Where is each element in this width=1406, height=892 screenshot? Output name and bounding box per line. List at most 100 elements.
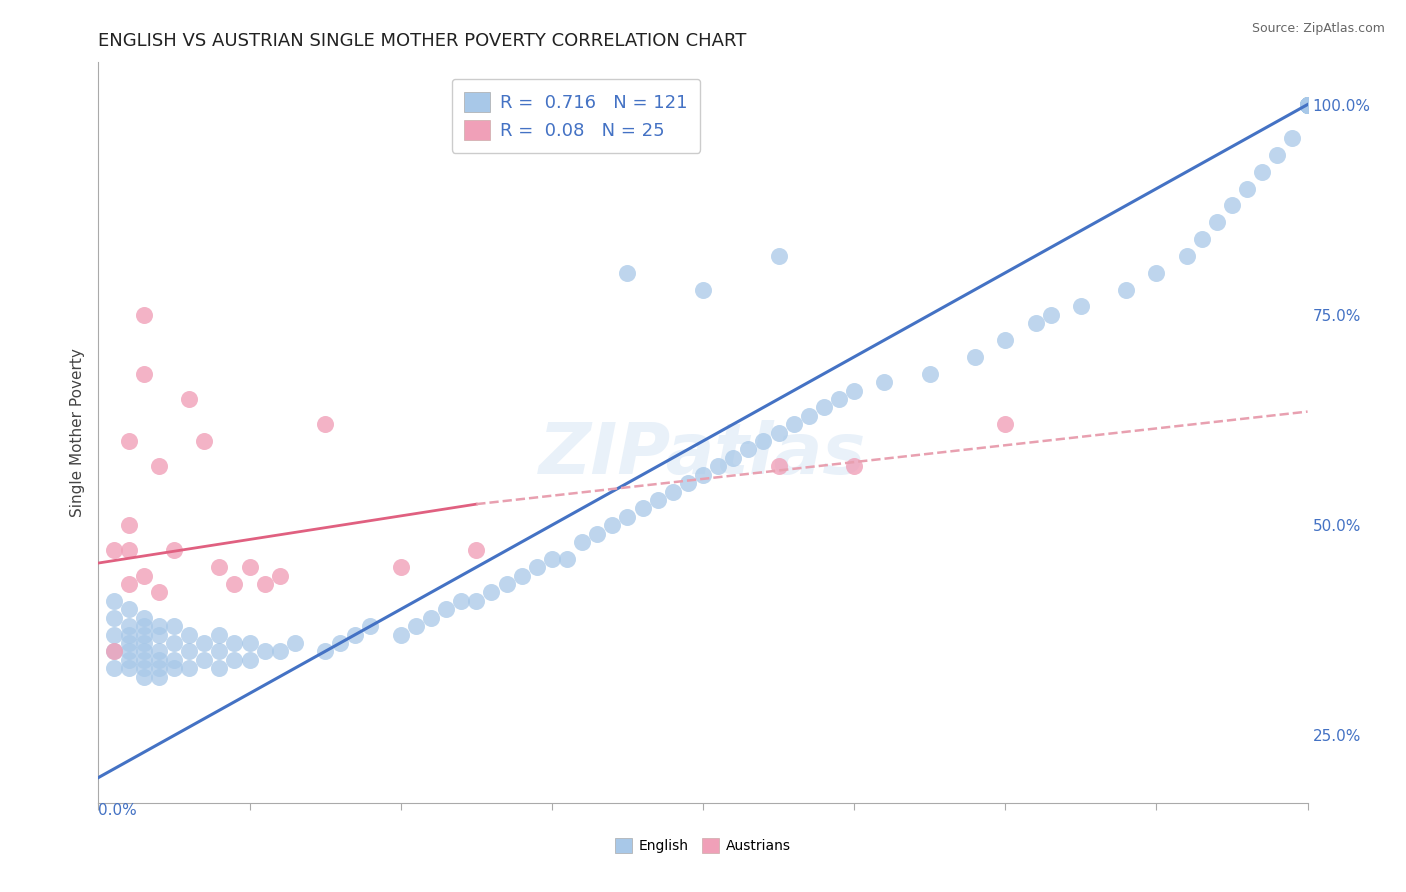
Point — [118, 518, 141, 533]
Point — [828, 392, 851, 406]
Point — [163, 661, 186, 675]
Point — [314, 644, 336, 658]
Point — [253, 577, 276, 591]
Point — [148, 644, 170, 658]
Point — [179, 627, 201, 641]
Point — [1175, 249, 1198, 263]
Point — [571, 535, 593, 549]
Point — [132, 619, 155, 633]
Point — [1144, 266, 1167, 280]
Point — [103, 644, 125, 658]
Point — [768, 459, 790, 474]
Point — [163, 543, 186, 558]
Point — [132, 568, 155, 582]
Point — [224, 577, 246, 591]
Point — [208, 661, 231, 675]
Point — [148, 619, 170, 633]
Point — [179, 392, 201, 406]
Point — [118, 619, 141, 633]
Point — [148, 627, 170, 641]
Point — [132, 661, 155, 675]
Point — [269, 644, 291, 658]
Point — [208, 627, 231, 641]
Point — [163, 653, 186, 667]
Point — [360, 619, 382, 633]
Point — [148, 459, 170, 474]
Point — [193, 636, 215, 650]
Point — [813, 401, 835, 415]
Point — [1296, 97, 1319, 112]
Point — [1039, 308, 1062, 322]
Point — [118, 644, 141, 658]
Point — [1296, 97, 1319, 112]
Point — [873, 375, 896, 389]
Point — [314, 417, 336, 432]
Point — [434, 602, 457, 616]
Point — [631, 501, 654, 516]
Point — [1236, 181, 1258, 195]
Point — [1191, 232, 1213, 246]
Point — [132, 653, 155, 667]
Point — [118, 627, 141, 641]
Point — [103, 627, 125, 641]
Point — [284, 636, 307, 650]
Point — [586, 526, 609, 541]
Point — [661, 484, 683, 499]
Point — [555, 551, 578, 566]
Point — [148, 670, 170, 684]
Point — [103, 543, 125, 558]
Point — [797, 409, 820, 423]
Point — [132, 610, 155, 624]
Point — [1296, 97, 1319, 112]
Point — [707, 459, 730, 474]
Point — [208, 560, 231, 574]
Point — [1296, 97, 1319, 112]
Point — [1251, 165, 1274, 179]
Point — [1296, 97, 1319, 112]
Point — [1267, 148, 1289, 162]
Point — [253, 644, 276, 658]
Legend: English, Austrians: English, Austrians — [609, 833, 797, 859]
Point — [1296, 97, 1319, 112]
Point — [965, 350, 987, 364]
Y-axis label: Single Mother Poverty: Single Mother Poverty — [69, 348, 84, 517]
Point — [752, 434, 775, 448]
Point — [540, 551, 562, 566]
Point — [389, 560, 412, 574]
Point — [132, 627, 155, 641]
Point — [224, 653, 246, 667]
Point — [783, 417, 806, 432]
Point — [1296, 97, 1319, 112]
Point — [329, 636, 352, 650]
Point — [1296, 97, 1319, 112]
Point — [132, 644, 155, 658]
Point — [510, 568, 533, 582]
Point — [132, 308, 155, 322]
Point — [193, 653, 215, 667]
Point — [616, 266, 638, 280]
Point — [1281, 131, 1303, 145]
Point — [269, 568, 291, 582]
Point — [723, 450, 745, 465]
Point — [918, 367, 941, 381]
Point — [526, 560, 548, 574]
Point — [465, 543, 488, 558]
Point — [1296, 97, 1319, 112]
Point — [389, 627, 412, 641]
Point — [224, 636, 246, 650]
Point — [1296, 97, 1319, 112]
Point — [676, 476, 699, 491]
Point — [692, 283, 714, 297]
Point — [118, 653, 141, 667]
Point — [179, 661, 201, 675]
Point — [239, 653, 262, 667]
Point — [1296, 97, 1319, 112]
Point — [1296, 97, 1319, 112]
Point — [1115, 283, 1137, 297]
Point — [239, 560, 262, 574]
Point — [465, 594, 488, 608]
Point — [1024, 316, 1046, 330]
Point — [1296, 97, 1319, 112]
Point — [132, 367, 155, 381]
Point — [132, 636, 155, 650]
